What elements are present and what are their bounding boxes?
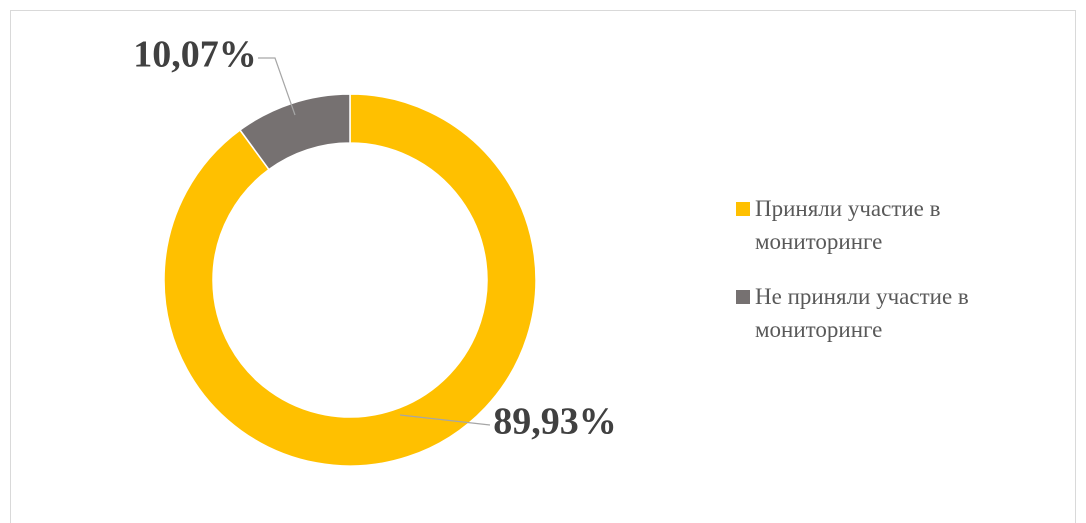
legend: Приняли участие в мониторинге Не приняли …: [736, 192, 1036, 368]
data-label: 89,93%: [493, 401, 617, 443]
legend-entry: Приняли участие в мониторинге: [736, 192, 1005, 258]
legend-entry: Не приняли участие в мониторинге: [736, 280, 1005, 346]
leader-line: [258, 57, 296, 116]
chart-frame: [10, 10, 1076, 523]
donut-slice: [238, 93, 351, 171]
legend-swatch: [736, 290, 750, 304]
donut-slice: [163, 93, 537, 467]
leader-line: [399, 414, 491, 426]
data-label: 10,07%: [133, 34, 257, 76]
legend-label: Приняли участие в мониторинге: [755, 196, 941, 254]
legend-swatch: [736, 202, 750, 216]
legend-label: Не приняли участие в мониторинге: [755, 284, 969, 342]
